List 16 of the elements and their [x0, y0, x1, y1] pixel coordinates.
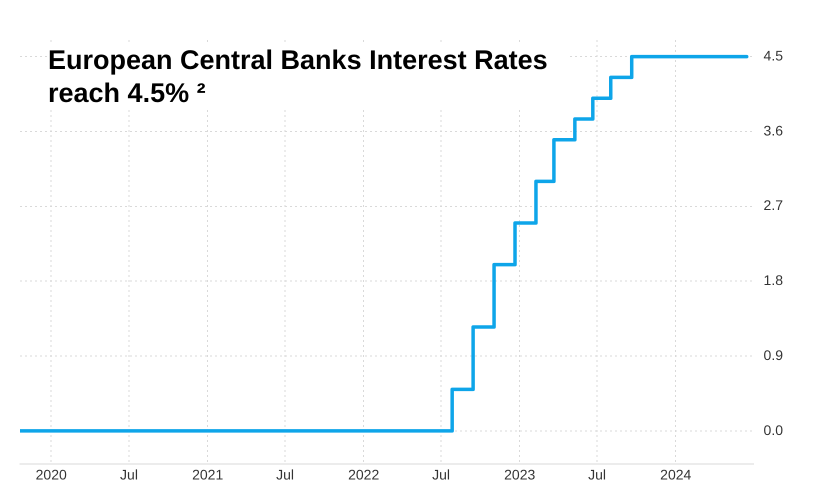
- y-tick-label: 3.6: [764, 122, 784, 138]
- x-tick-label: 2024: [660, 466, 692, 482]
- x-tick-label: Jul: [588, 466, 606, 482]
- y-tick-label: 0.0: [764, 422, 784, 438]
- y-tick-label: 0.9: [764, 346, 784, 363]
- x-tick-label: 2021: [192, 466, 224, 482]
- x-tick-label: 2022: [348, 466, 380, 482]
- x-tick-label: Jul: [120, 466, 138, 482]
- x-tick-label: Jul: [276, 466, 294, 482]
- text: European Central Banks Interest Rates reach 4.5% ²: [48, 44, 568, 110]
- y-tick-label: 2.7: [764, 197, 784, 214]
- y-tick-label: 4.5: [764, 47, 784, 64]
- x-tick-label: Jul: [432, 466, 450, 482]
- y-tick-label: 1.8: [764, 272, 784, 288]
- x-tick-label: 2020: [36, 466, 67, 482]
- x-tick-label: 2023: [504, 466, 536, 482]
